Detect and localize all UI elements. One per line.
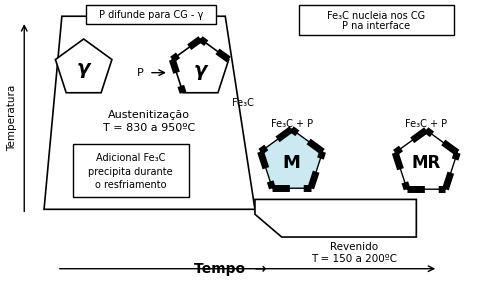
Text: MR: MR — [412, 154, 441, 172]
Text: Adicional Fe₃C: Adicional Fe₃C — [96, 153, 165, 163]
Polygon shape — [44, 16, 255, 209]
Polygon shape — [260, 129, 323, 188]
Text: T = 150 a 200ºC: T = 150 a 200ºC — [311, 254, 397, 264]
Text: Fe₃C nucleia nos CG: Fe₃C nucleia nos CG — [327, 11, 425, 21]
Text: o resfriamento: o resfriamento — [95, 180, 167, 190]
Text: Tempo  →: Tempo → — [194, 262, 266, 276]
Text: Fe₃C: Fe₃C — [232, 98, 254, 108]
Text: Fe₃C + P: Fe₃C + P — [405, 119, 447, 129]
Polygon shape — [255, 200, 416, 237]
Text: Austenitização: Austenitização — [108, 110, 190, 120]
FancyBboxPatch shape — [86, 5, 217, 24]
Text: precipita durante: precipita durante — [88, 167, 173, 177]
Polygon shape — [55, 39, 112, 93]
Text: Temperatura: Temperatura — [7, 85, 17, 151]
FancyBboxPatch shape — [298, 5, 454, 35]
Text: γ: γ — [194, 61, 207, 80]
Polygon shape — [395, 130, 457, 189]
Text: Revenido: Revenido — [330, 242, 378, 252]
Polygon shape — [172, 39, 229, 93]
Text: P na interface: P na interface — [342, 21, 410, 31]
Text: P: P — [137, 68, 144, 78]
Text: Fe₃C + P: Fe₃C + P — [270, 119, 313, 129]
Text: T = 830 a 950ºC: T = 830 a 950ºC — [103, 123, 195, 133]
Text: P difunde para CG - γ: P difunde para CG - γ — [99, 10, 203, 20]
Text: M: M — [282, 154, 300, 172]
FancyBboxPatch shape — [73, 144, 189, 198]
Text: γ: γ — [77, 59, 90, 78]
